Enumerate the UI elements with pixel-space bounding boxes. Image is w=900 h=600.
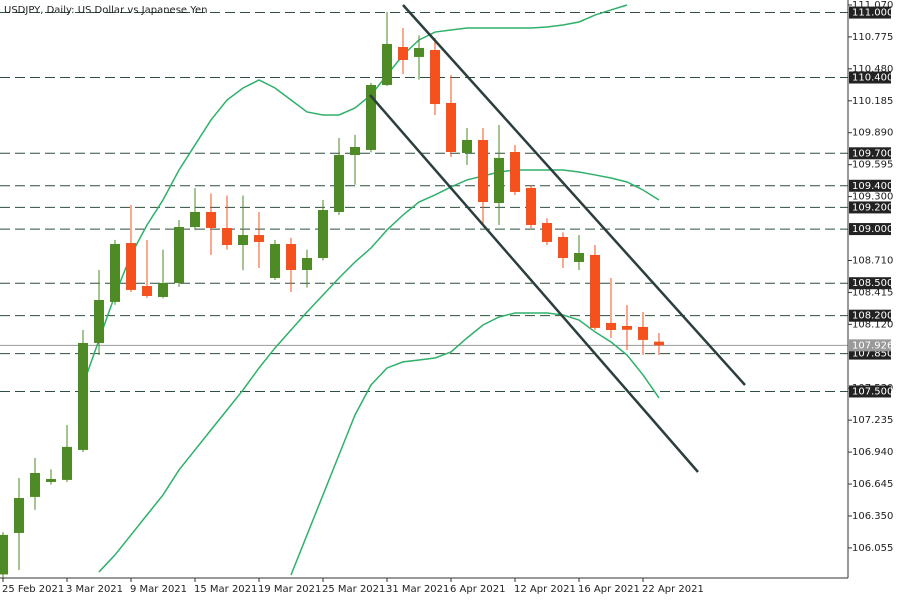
candle-body xyxy=(494,157,504,203)
level-label: 107.850 xyxy=(852,349,893,360)
level-label: 107.500 xyxy=(852,386,893,397)
candle-body xyxy=(574,253,584,262)
y-tick-label: 109.300 xyxy=(852,192,893,203)
band-line xyxy=(98,169,660,573)
y-tick-label: 110.185 xyxy=(852,96,893,107)
level-label-box xyxy=(849,201,891,214)
x-tick-label: 25 Mar 2021 xyxy=(322,584,385,595)
candle-body xyxy=(590,254,600,328)
candle-body xyxy=(558,236,568,258)
candle-body xyxy=(334,155,344,212)
candle-body xyxy=(366,84,376,150)
candle-body xyxy=(478,139,488,203)
candle-body xyxy=(254,235,264,242)
band-line xyxy=(82,4,628,386)
candle-body xyxy=(126,243,136,290)
y-tick-label: 106.645 xyxy=(852,479,893,490)
y-tick-label: 108.415 xyxy=(852,287,893,298)
level-label-box xyxy=(849,309,891,322)
candle-body xyxy=(222,227,232,245)
last-price-box xyxy=(849,339,891,352)
candle-body xyxy=(62,446,72,480)
candle-body xyxy=(526,187,536,225)
candle-body xyxy=(286,244,296,271)
candle-body xyxy=(350,147,360,156)
level-label: 108.200 xyxy=(852,311,893,322)
level-label: 108.500 xyxy=(852,278,893,289)
level-label-box xyxy=(849,223,891,236)
candle-body xyxy=(510,151,520,192)
x-tick-label: 31 Mar 2021 xyxy=(386,584,449,595)
level-label: 109.200 xyxy=(852,202,893,213)
candle-body xyxy=(430,50,440,105)
candle-body xyxy=(398,46,408,60)
y-tick-label: 107.235 xyxy=(852,415,893,426)
candle-body xyxy=(158,282,168,297)
last-price-label: 107.926 xyxy=(852,340,893,351)
candle-body xyxy=(238,235,248,245)
y-tick-label: 110.480 xyxy=(852,64,893,75)
candle-body xyxy=(190,211,200,228)
level-label: 110.400 xyxy=(852,73,893,84)
candle-body xyxy=(78,342,88,450)
candle-body xyxy=(318,210,328,258)
level-label: 109.400 xyxy=(852,181,893,192)
candle-body xyxy=(446,102,456,152)
candle-body xyxy=(382,43,392,85)
candle-body xyxy=(30,472,40,497)
candle-body xyxy=(142,286,152,296)
candle-body xyxy=(0,534,8,575)
candle-body xyxy=(302,257,312,271)
candle-body xyxy=(206,211,216,228)
candle-body xyxy=(638,326,648,340)
candle-body xyxy=(110,244,120,302)
y-tick-label: 111.070 xyxy=(852,0,893,11)
candle-body xyxy=(654,341,664,346)
y-tick-label: 106.350 xyxy=(852,511,893,522)
candle-body xyxy=(270,244,280,279)
y-tick-label: 106.940 xyxy=(852,447,893,458)
level-label-box xyxy=(849,179,891,192)
level-label: 109.000 xyxy=(852,224,893,235)
x-tick-label: 3 Mar 2021 xyxy=(66,584,123,595)
y-tick-label: 110.775 xyxy=(852,32,893,43)
x-tick-label: 12 Apr 2021 xyxy=(514,584,576,595)
candle-body xyxy=(14,497,24,533)
chart-title: USDJPY, Daily: US Dollar vs Japanese Yen xyxy=(4,5,208,16)
y-tick-label: 109.890 xyxy=(852,128,893,139)
level-label-box xyxy=(849,385,891,398)
level-label-box xyxy=(849,277,891,290)
y-tick-label: 109.595 xyxy=(852,160,893,171)
x-tick-label: 9 Mar 2021 xyxy=(130,584,187,595)
level-label-box xyxy=(849,71,891,84)
candle-body xyxy=(622,325,632,330)
x-tick-label: 6 Apr 2021 xyxy=(450,584,505,595)
candle-body xyxy=(174,227,184,283)
candle-body xyxy=(462,139,472,153)
y-tick-label: 108.710 xyxy=(852,255,893,266)
x-tick-label: 25 Feb 2021 xyxy=(2,584,64,595)
candle-body xyxy=(94,299,104,343)
candle-body xyxy=(414,47,424,57)
x-tick-label: 16 Apr 2021 xyxy=(578,584,640,595)
level-label: 109.700 xyxy=(852,148,893,159)
channel-lower xyxy=(369,94,699,473)
candle-body xyxy=(542,223,552,242)
level-label-box xyxy=(849,147,891,160)
candle-body xyxy=(606,322,616,330)
y-tick-label: 106.055 xyxy=(852,543,893,554)
channel-upper xyxy=(402,4,746,386)
x-tick-label: 22 Apr 2021 xyxy=(642,584,704,595)
band-line xyxy=(290,312,660,576)
x-tick-label: 15 Mar 2021 xyxy=(194,584,257,595)
candle-body xyxy=(46,478,56,482)
level-label-box xyxy=(849,6,891,19)
level-label: 111.000 xyxy=(852,8,893,19)
x-tick-label: 19 Mar 2021 xyxy=(258,584,321,595)
y-tick-label: 108.120 xyxy=(852,319,893,330)
